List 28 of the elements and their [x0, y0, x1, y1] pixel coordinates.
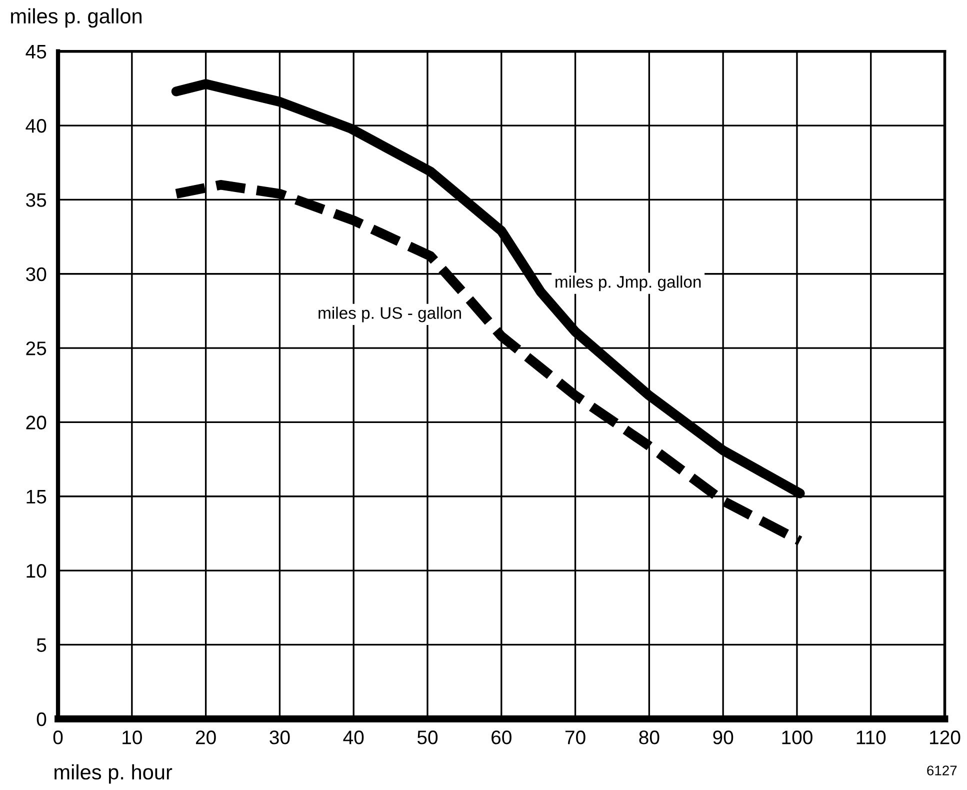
y-tick-label: 30 [26, 267, 46, 282]
x-tick-label: 60 [492, 730, 512, 744]
x-tick-label: 110 [856, 730, 886, 744]
x-tick-label: 20 [196, 730, 216, 744]
series-label: miles p. US - gallon [318, 306, 461, 322]
y-tick-label: 5 [36, 638, 46, 652]
x-axis-title: miles p. hour [54, 764, 172, 784]
x-tick-label: 90 [713, 730, 734, 744]
text: 6127 [927, 766, 957, 776]
y-tick-label: 40 [26, 118, 46, 133]
series-label: miles p. Jmp. gallon [556, 276, 701, 292]
x-tick-label: 100 [782, 730, 812, 744]
x-tick-label: 0 [53, 730, 63, 744]
y-tick-label: 10 [26, 564, 46, 578]
x-tick-label: 70 [565, 730, 586, 744]
y-tick-label: 20 [26, 416, 46, 430]
x-tick-label: 120 [930, 730, 960, 744]
y-tick-label: 35 [26, 193, 46, 207]
y-tick-label: 45 [26, 45, 46, 59]
y-tick-label: 15 [26, 490, 46, 504]
y-tick-label: 0 [36, 712, 46, 726]
x-tick-label: 30 [270, 730, 290, 744]
y-axis-title: miles p. gallon [11, 8, 142, 28]
x-tick-label: 80 [639, 730, 660, 744]
x-tick-label: 50 [417, 730, 438, 744]
x-tick-label: 40 [343, 730, 364, 744]
y-tick-label: 25 [26, 342, 46, 356]
x-tick-label: 10 [122, 730, 142, 744]
